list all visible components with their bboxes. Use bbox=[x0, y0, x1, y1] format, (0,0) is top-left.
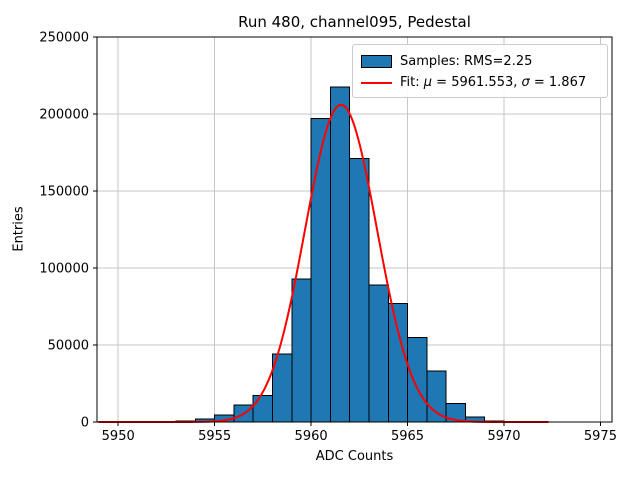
histogram-bar bbox=[426, 370, 447, 423]
y-tick-label: 50000 bbox=[48, 339, 89, 354]
histogram-bar bbox=[252, 394, 274, 423]
legend-entry-fit: Fit: μ = 5961.553, σ = 1.867 bbox=[361, 72, 599, 93]
y-tick-label: 150000 bbox=[39, 185, 89, 200]
x-tick-label: 5955 bbox=[198, 429, 231, 444]
y-tick-label: 250000 bbox=[39, 31, 89, 46]
chart-title: Run 480, channel095, Pedestal bbox=[238, 13, 471, 31]
y-axis-label: Entries bbox=[11, 206, 27, 252]
y-tick-label: 0 bbox=[81, 416, 89, 431]
legend-samples-label: Samples: RMS=2.25 bbox=[400, 54, 533, 69]
x-tick-label: 5975 bbox=[584, 429, 617, 444]
fit-line-swatch-icon bbox=[361, 81, 392, 84]
x-tick-label: 5965 bbox=[391, 429, 424, 444]
legend-fit-label: Fit: μ = 5961.553, σ = 1.867 bbox=[400, 75, 586, 90]
histogram-bar bbox=[407, 336, 428, 423]
fit-label-sigma: σ bbox=[521, 75, 530, 90]
histogram-bar bbox=[387, 302, 409, 423]
fit-label-mu: μ bbox=[423, 75, 433, 90]
x-tick-label: 5970 bbox=[487, 429, 520, 444]
y-tick-label: 200000 bbox=[39, 108, 89, 123]
x-axis-label: ADC Counts bbox=[315, 449, 394, 464]
histogram-bar bbox=[349, 158, 370, 423]
fit-label-prefix: Fit: bbox=[400, 75, 424, 90]
histogram-swatch-icon bbox=[361, 55, 392, 68]
histogram-bar bbox=[291, 278, 312, 423]
legend-box: Samples: RMS=2.25 Fit: μ = 5961.553, σ =… bbox=[352, 44, 608, 98]
y-tick-label: 100000 bbox=[39, 262, 89, 277]
histogram-bar bbox=[329, 86, 351, 423]
fit-label-mid: = 5961.553, bbox=[432, 75, 522, 90]
histogram-bar bbox=[310, 118, 331, 423]
fit-label-suffix: = 1.867 bbox=[529, 75, 587, 90]
histogram-bar bbox=[368, 284, 389, 423]
x-tick-label: 5950 bbox=[102, 429, 135, 444]
axes-spines bbox=[96, 36, 613, 423]
legend-entry-samples: Samples: RMS=2.25 bbox=[361, 51, 599, 72]
x-tick-label: 5960 bbox=[295, 429, 328, 444]
